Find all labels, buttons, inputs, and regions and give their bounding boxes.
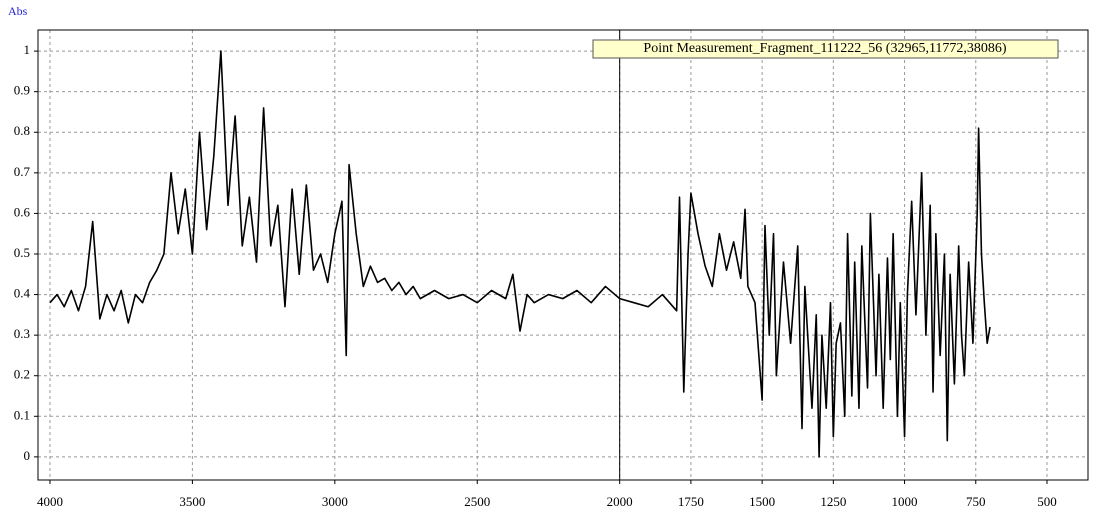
y-tick-label: 0.7: [14, 164, 31, 179]
spectrum-line: [49, 50, 991, 458]
plot-frame: [37, 29, 1089, 481]
x-tick-label: 3500: [179, 494, 205, 509]
annotation-box: [592, 39, 1059, 59]
x-tick-label: 1250: [820, 494, 846, 509]
axis-title: Abs: [8, 4, 28, 18]
x-tick-label: 2000: [607, 494, 633, 509]
y-tick-label: 1: [24, 42, 31, 57]
x-tick-label: 2500: [464, 494, 490, 509]
x-tick-label: 3000: [322, 494, 348, 509]
y-tick-label: 0.8: [14, 123, 30, 138]
x-tick-label: 1750: [678, 494, 704, 509]
x-tick-label: 1000: [892, 494, 918, 509]
annotation: Point Measurement_Fragment_111222_56 (32…: [643, 41, 1007, 56]
y-tick-label: 0.3: [14, 326, 30, 341]
y-tick-label: 0.9: [14, 83, 30, 98]
y-tick-label: 0.1: [14, 407, 30, 422]
plot-area: [38, 30, 1088, 480]
y-tick-label: 0.2: [14, 367, 30, 382]
y-tick-label: 0.5: [14, 245, 30, 260]
x-tick-label: 750: [966, 494, 986, 509]
y-tick-label: 0.4: [14, 286, 31, 301]
x-tick-label: 500: [1037, 494, 1057, 509]
x-tick-label: 4000: [37, 494, 63, 509]
y-tick-label: 0.6: [14, 204, 31, 219]
y-tick-label: 0: [24, 448, 31, 463]
x-tick-label: 1500: [749, 494, 775, 509]
